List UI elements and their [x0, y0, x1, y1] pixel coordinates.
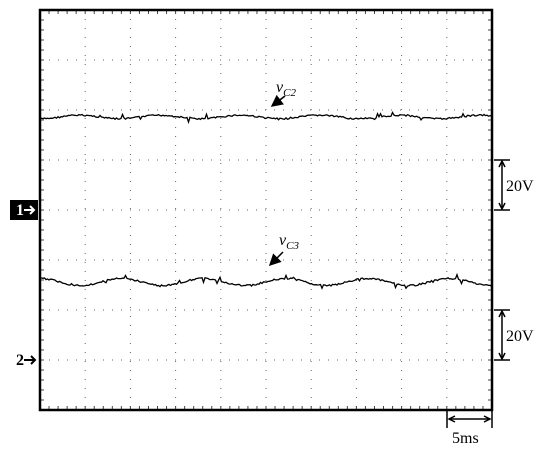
label-subscript: C3 [286, 240, 299, 252]
label-symbol: v [276, 79, 284, 96]
trace-vc3 [39, 272, 492, 290]
arrow [268, 251, 284, 267]
label-symbol: v [279, 232, 287, 249]
scale-label: 20V [506, 328, 534, 345]
arrow [270, 94, 286, 107]
grid [39, 9, 493, 411]
channel-label: 1 [16, 202, 24, 219]
frame [38, 8, 494, 412]
scale-label: 5ms [452, 430, 479, 447]
scale-bar [494, 159, 510, 211]
channel-arrow [24, 205, 36, 215]
scale-bar [494, 309, 510, 361]
trace-label: vC3 [279, 232, 299, 252]
label-subscript: C2 [283, 87, 296, 99]
channel-arrow [24, 355, 37, 365]
scale-label: 20V [506, 178, 534, 195]
trace-label: vC2 [276, 79, 296, 99]
scale-bar [446, 410, 493, 428]
trace-vc2 [39, 111, 492, 125]
channel-label: 2 [16, 352, 24, 369]
